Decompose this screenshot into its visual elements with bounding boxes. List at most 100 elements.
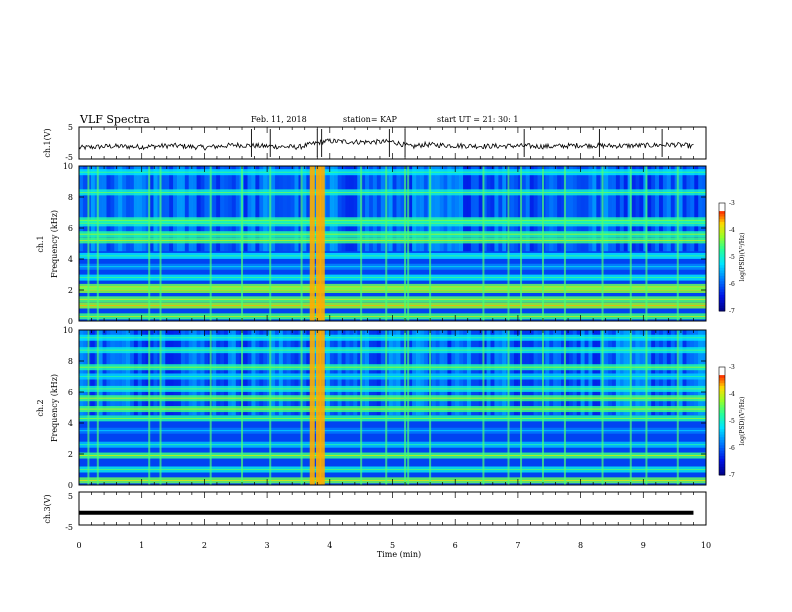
ch3-waveform-panel: 5 -5 ch.3(V) — [43, 491, 707, 532]
spectrogram-cell — [533, 330, 538, 416]
colorbar-segment — [719, 230, 725, 234]
spectrogram-cell — [357, 330, 362, 416]
spectrogram-cell — [165, 166, 170, 252]
burst-column — [241, 330, 244, 485]
spectrogram-cell — [243, 166, 248, 252]
spectrogram-cell — [592, 330, 597, 416]
spectrogram-cell — [180, 166, 186, 252]
spectrogram-cell — [176, 166, 182, 252]
spectrogram-ytick-label: 6 — [68, 388, 73, 397]
spectrogram-cell — [227, 330, 233, 416]
spectrogram-cell — [274, 330, 280, 416]
colorbar-segment — [719, 308, 725, 312]
spectrogram-cell — [298, 330, 303, 416]
colorbar-tick-label: -3 — [729, 200, 735, 207]
colorbar-segment — [719, 472, 725, 476]
spectrogram-cell — [517, 330, 523, 416]
spectrogram-cell — [345, 166, 350, 252]
spectrogram-cell — [368, 330, 374, 416]
spectrogram-cell — [341, 330, 346, 416]
spectrogram-cell — [584, 330, 589, 416]
spectrogram-cell — [564, 166, 570, 252]
spectrogram-cell — [286, 166, 291, 252]
colorbar-tick-label: -7 — [729, 308, 735, 315]
spectrogram-cell — [274, 166, 280, 252]
spectrogram-cell — [419, 166, 425, 252]
spectrogram-cell — [694, 166, 699, 252]
spectrogram-cell — [286, 330, 291, 416]
x-axis-tick-label: 9 — [641, 541, 646, 550]
colorbar-tick-label: -6 — [729, 281, 735, 288]
spectrogram-cell — [216, 330, 221, 416]
spectrogram-ytick-label: 0 — [68, 481, 73, 490]
colorbar-segment — [719, 396, 725, 400]
colorbar-segment — [719, 434, 725, 438]
spectrogram-ytick-label: 0 — [68, 317, 73, 326]
spectrogram-cell — [510, 166, 515, 252]
burst-column — [601, 166, 604, 321]
spectrogram-cell — [615, 330, 621, 416]
burst-column — [429, 166, 432, 321]
spectrogram-cell — [502, 330, 507, 416]
spectrogram-cell — [337, 330, 342, 416]
spectrogram-cell — [188, 330, 193, 416]
spectrogram-cell — [392, 330, 397, 416]
spectrogram-cell — [651, 166, 656, 252]
spectrogram-cell — [451, 330, 456, 416]
spectrogram-cell — [94, 166, 99, 252]
spectrogram-cell — [408, 330, 413, 416]
colorbar-segment — [719, 399, 725, 403]
colorbar-segment — [719, 426, 725, 430]
spectrogram-cell — [459, 166, 464, 252]
spectrogram-cell — [482, 330, 487, 416]
burst-column — [407, 166, 410, 321]
burst-column — [645, 166, 648, 321]
spectrogram-cell — [525, 330, 530, 416]
spectrogram-cell — [145, 166, 150, 252]
spectrogram-cell — [502, 166, 507, 252]
spectrogram-cell — [98, 330, 103, 416]
spectrogram-cell — [357, 166, 362, 252]
spectrogram-cell — [184, 330, 190, 416]
spectrogram-cell — [651, 330, 656, 416]
spectrogram-cell — [400, 330, 405, 416]
spectrogram-cell — [161, 330, 166, 416]
colorbar-segment — [719, 385, 725, 390]
spectrogram-cell — [459, 330, 464, 416]
spectrogram-cell — [106, 330, 111, 416]
spectrogram-cell — [682, 330, 687, 416]
spectrogram-cell — [608, 330, 613, 416]
burst-column — [360, 330, 363, 485]
spectrogram-cell — [227, 166, 233, 252]
spectrogram-cell — [220, 166, 225, 252]
spectrogram-cell — [525, 166, 530, 252]
colorbar-segment — [719, 369, 725, 373]
spectrogram-cell — [180, 330, 186, 416]
spectrogram-cell — [482, 166, 487, 252]
spectrogram-cell — [400, 166, 405, 252]
spectrogram-cell — [137, 166, 142, 252]
x-axis-tick-label: 4 — [327, 541, 332, 550]
burst-column — [541, 166, 544, 321]
spectrogram-cell — [149, 166, 154, 252]
spectrogram-cell — [486, 166, 491, 252]
spectrogram-cell — [349, 330, 354, 416]
ch1-waveform-line — [78, 138, 694, 151]
figure-title: VLF Spectra — [79, 113, 150, 126]
colorbar-segment — [719, 380, 725, 384]
spectrogram-cell — [173, 330, 178, 416]
burst-column — [319, 330, 325, 485]
spectrogram-cell — [596, 330, 601, 416]
spectrogram-cell — [690, 166, 695, 252]
burst-column — [300, 330, 303, 485]
spectrogram-cell — [419, 330, 425, 416]
colorbar-segment — [719, 243, 725, 247]
spectrogram-cell — [686, 330, 691, 416]
spectrogram-cell — [200, 166, 205, 252]
spectrogram-cell — [157, 166, 162, 252]
spectrogram-cell — [431, 166, 436, 252]
ch1-colorbar: -3 -4 -5 -6 -7 log(PSD)(V²/Hz) — [718, 200, 746, 315]
spectrogram-cell — [529, 166, 534, 252]
spectrogram-cell — [643, 330, 648, 416]
ch1-spectrogram-ticks — [78, 166, 707, 321]
